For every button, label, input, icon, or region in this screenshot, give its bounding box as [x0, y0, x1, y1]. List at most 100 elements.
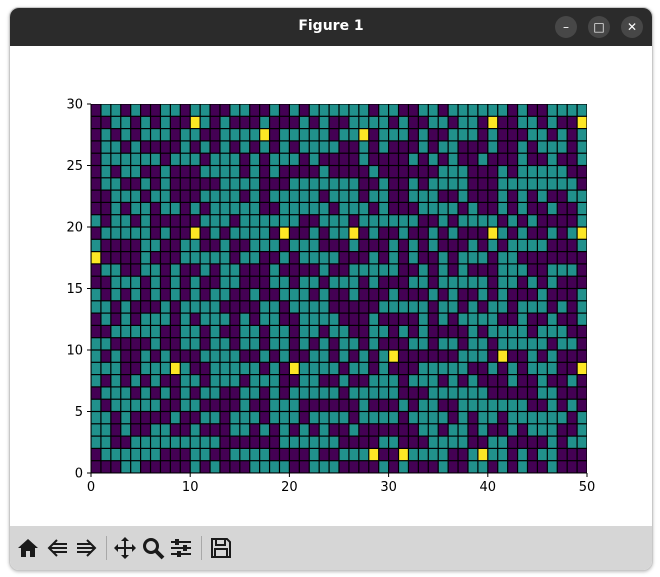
heatmap-cell	[339, 215, 349, 227]
heatmap-cell	[577, 264, 587, 276]
heatmap-cell	[468, 301, 478, 313]
heatmap-cell	[111, 178, 121, 190]
heatmap-cell	[488, 141, 498, 153]
heatmap-cell	[280, 399, 289, 411]
heatmap-cell	[538, 239, 547, 251]
heatmap-cell	[468, 129, 478, 141]
magnifier-icon[interactable]	[141, 536, 165, 560]
heatmap-cell	[270, 387, 279, 399]
heatmap-cell	[508, 313, 517, 325]
heatmap-cell	[508, 276, 517, 288]
heatmap-cell	[210, 141, 220, 153]
heatmap-cell	[280, 264, 289, 276]
heatmap-cell	[240, 276, 250, 288]
heatmap-cell	[299, 350, 309, 362]
heatmap-cell	[448, 190, 458, 202]
heatmap-cell	[389, 338, 398, 350]
heatmap-cell	[349, 424, 359, 436]
heatmap-cell	[141, 338, 150, 350]
heatmap-cell	[508, 252, 517, 264]
heatmap-cell	[577, 313, 587, 325]
heatmap-cell	[170, 203, 180, 215]
heatmap-cell	[438, 153, 448, 165]
back-arrow-icon[interactable]	[46, 536, 70, 560]
heatmap-cell	[339, 449, 349, 461]
heatmap-cell	[538, 104, 547, 116]
heatmap-cell	[488, 289, 498, 301]
heatmap-cell	[190, 412, 200, 424]
heatmap-cell	[190, 153, 200, 165]
forward-arrow-icon[interactable]	[74, 536, 98, 560]
heatmap-cell	[488, 203, 498, 215]
heatmap-cell	[180, 190, 190, 202]
heatmap-cell	[151, 239, 160, 251]
heatmap-cell	[538, 350, 547, 362]
floppy-icon[interactable]	[209, 536, 233, 560]
heatmap-cell	[428, 129, 438, 141]
heatmap-cell	[409, 449, 418, 461]
heatmap-cell	[180, 203, 190, 215]
heatmap-cell	[240, 116, 250, 128]
heatmap-cell	[250, 362, 260, 374]
heatmap-cell	[508, 338, 517, 350]
heatmap-cell	[478, 215, 488, 227]
heatmap-cell	[538, 203, 547, 215]
heatmap-cell	[547, 166, 557, 178]
heatmap-cell	[309, 203, 319, 215]
heatmap-cell	[538, 227, 547, 239]
minimize-button[interactable]: –	[555, 16, 577, 38]
heatmap-cell	[190, 239, 200, 251]
heatmap-cell	[170, 141, 180, 153]
heatmap-cell	[448, 166, 458, 178]
heatmap-cell	[349, 301, 359, 313]
heatmap-cell	[141, 436, 150, 448]
title-bar[interactable]: Figure 1 – □ ✕	[10, 8, 652, 46]
heatmap-cell	[280, 104, 289, 116]
heatmap-cell	[567, 227, 577, 239]
heatmap-cell	[161, 338, 170, 350]
heatmap-cell	[180, 313, 190, 325]
heatmap-cell	[438, 436, 448, 448]
heatmap-cell	[448, 116, 458, 128]
heatmap-cell	[260, 326, 269, 338]
heatmap-cell	[180, 289, 190, 301]
heatmap-cell	[478, 178, 488, 190]
heatmap-cell	[240, 313, 250, 325]
heatmap-cell	[131, 129, 140, 141]
heatmap-cell	[230, 215, 240, 227]
maximize-button[interactable]: □	[588, 16, 610, 38]
heatmap-cell	[220, 239, 230, 251]
heatmap-cell	[528, 301, 537, 313]
heatmap-cell	[190, 116, 200, 128]
heatmap-cell	[111, 436, 121, 448]
heatmap-cell	[101, 313, 111, 325]
heatmap-cell	[438, 387, 448, 399]
heatmap-cell	[290, 203, 299, 215]
heatmap-cell	[379, 326, 388, 338]
close-button[interactable]: ✕	[621, 16, 643, 38]
heatmap-cell	[369, 153, 379, 165]
heatmap-cell	[151, 252, 160, 264]
heatmap-cell	[141, 153, 150, 165]
sliders-icon[interactable]	[169, 536, 193, 560]
heatmap-cell	[547, 104, 557, 116]
heatmap-cell	[309, 362, 319, 374]
heatmap-cell	[508, 264, 517, 276]
home-icon[interactable]	[16, 536, 40, 560]
heatmap-cell	[577, 350, 587, 362]
heatmap-cell	[210, 412, 220, 424]
heatmap-cell	[299, 313, 309, 325]
heatmap-cell	[151, 326, 160, 338]
heatmap-cell	[508, 104, 517, 116]
heatmap-cell	[409, 350, 418, 362]
move-icon[interactable]	[113, 536, 137, 560]
heatmap-cell	[180, 166, 190, 178]
heatmap-cell	[389, 289, 398, 301]
heatmap-cell	[280, 141, 289, 153]
heatmap-cell	[111, 362, 121, 374]
heatmap-cell	[547, 375, 557, 387]
heatmap-cell	[557, 190, 567, 202]
heatmap-cell	[230, 227, 240, 239]
heatmap-cell	[161, 399, 170, 411]
heatmap-cell	[121, 350, 131, 362]
